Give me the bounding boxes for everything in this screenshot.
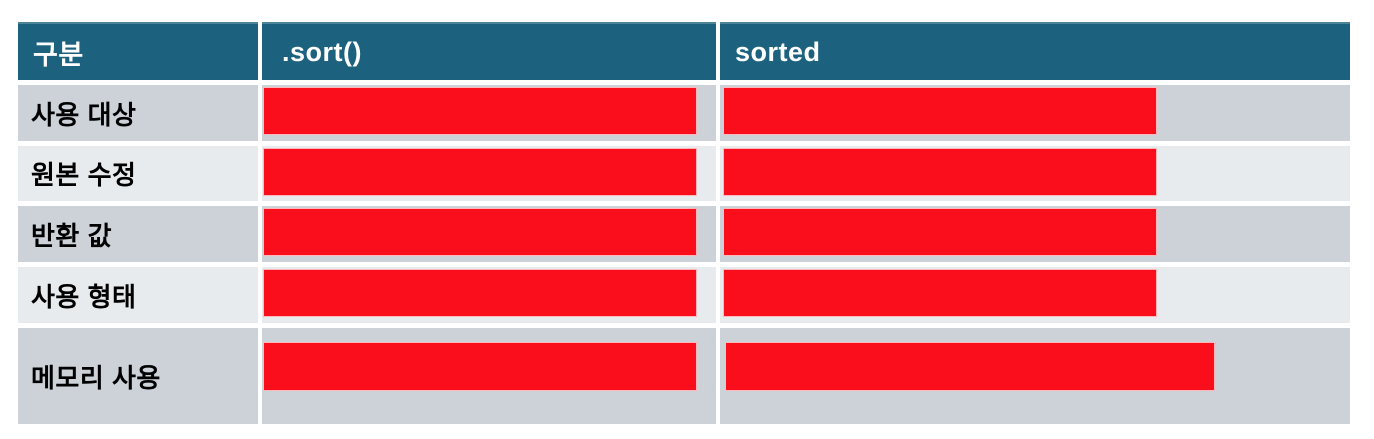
comparison-table: 구분 .sort() sorted 사용 대상 원본 수정 반환 값 사용 형태 [18, 22, 1350, 424]
redaction-box [263, 269, 697, 317]
redaction-box [263, 342, 697, 391]
value-cell-sorted [720, 328, 1350, 424]
row-label-usage-form: 사용 형태 [18, 267, 258, 323]
row-label-usage-target: 사용 대상 [18, 85, 258, 141]
value-cell-sort [262, 267, 716, 323]
redaction-box [263, 208, 697, 256]
value-cell-sort [262, 85, 716, 141]
row-label-return-value: 반환 값 [18, 206, 258, 262]
value-cell-sorted [720, 206, 1350, 262]
value-cell-sort [262, 328, 716, 424]
redaction-box [723, 148, 1157, 196]
value-cell-sorted [720, 267, 1350, 323]
value-cell-sort [262, 206, 716, 262]
header-cell-sort: .sort() [262, 22, 716, 80]
header-cell-sorted: sorted [720, 22, 1350, 80]
row-label-modifies-original: 원본 수정 [18, 146, 258, 201]
redaction-box [263, 87, 697, 135]
redaction-box [723, 269, 1157, 317]
value-cell-sorted [720, 146, 1350, 201]
row-label-memory-usage: 메모리 사용 [18, 328, 258, 424]
header-cell-category: 구분 [18, 22, 258, 80]
redaction-box [723, 87, 1157, 135]
value-cell-sort [262, 146, 716, 201]
value-cell-sorted [720, 85, 1350, 141]
redaction-box [723, 208, 1157, 256]
redaction-box [263, 148, 697, 196]
redaction-box [725, 342, 1215, 391]
